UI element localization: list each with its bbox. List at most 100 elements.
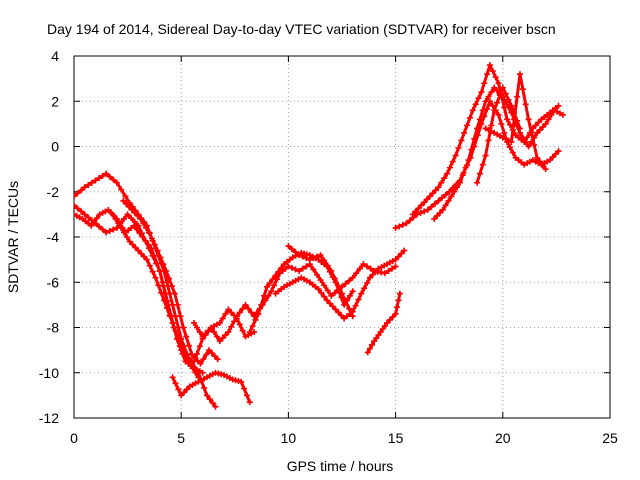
- data-point: [271, 282, 278, 289]
- series-arc-10: [272, 247, 408, 322]
- data-point: [369, 271, 376, 278]
- data-point: [246, 399, 253, 406]
- data-point: [285, 243, 292, 250]
- data-point: [439, 206, 446, 213]
- data-point: [435, 197, 442, 204]
- data-point: [225, 329, 232, 336]
- data-point: [472, 101, 479, 108]
- data-point: [205, 328, 212, 335]
- data-point: [113, 179, 120, 186]
- data-point: [484, 71, 491, 78]
- data-point: [546, 157, 553, 164]
- data-point: [313, 253, 320, 260]
- data-point: [358, 290, 365, 297]
- data-point: [166, 275, 173, 282]
- series-line: [274, 249, 406, 320]
- data-point: [183, 386, 190, 393]
- data-point: [429, 190, 436, 197]
- data-point: [431, 200, 438, 207]
- data-point: [361, 285, 368, 292]
- data-point: [379, 326, 386, 333]
- data-point: [461, 129, 468, 136]
- data-point: [482, 98, 489, 105]
- data-point: [241, 385, 248, 392]
- data-point: [141, 253, 148, 260]
- data-point: [474, 125, 481, 132]
- data-point: [434, 212, 441, 219]
- data-point: [157, 254, 164, 261]
- series-arc-9: [246, 249, 356, 336]
- series-group: [74, 62, 566, 410]
- data-point: [74, 193, 77, 200]
- series-arc-11: [285, 243, 356, 320]
- data-point: [455, 145, 462, 152]
- data-point: [449, 158, 456, 165]
- data-point: [88, 222, 95, 229]
- data-point: [536, 158, 543, 165]
- data-point: [349, 274, 356, 281]
- data-point: [323, 297, 330, 304]
- data-point: [106, 173, 113, 180]
- data-point: [421, 208, 428, 215]
- data-point: [169, 319, 176, 326]
- data-point: [360, 261, 367, 268]
- y-tick-label: -2: [47, 184, 60, 200]
- data-point: [349, 288, 356, 295]
- data-point: [366, 345, 373, 352]
- data-point: [163, 304, 170, 311]
- data-point: [495, 80, 502, 87]
- y-tick-label: 4: [51, 48, 59, 64]
- data-point: [138, 230, 145, 237]
- data-point: [183, 333, 190, 340]
- data-point: [318, 289, 325, 296]
- data-point: [292, 249, 299, 256]
- data-point: [328, 267, 335, 274]
- series-line: [111, 212, 200, 379]
- data-point: [193, 350, 200, 357]
- data-point: [549, 154, 556, 161]
- data-point: [445, 197, 452, 204]
- data-point: [465, 157, 472, 164]
- data-point: [228, 309, 235, 316]
- data-point: [177, 313, 184, 320]
- data-point: [438, 179, 445, 186]
- data-point: [138, 250, 145, 257]
- chart-title: Day 194 of 2014, Sidereal Day-to-day VTE…: [47, 21, 556, 37]
- data-point: [92, 177, 99, 184]
- data-point: [313, 271, 320, 278]
- data-point: [74, 211, 77, 218]
- data-point: [219, 335, 226, 342]
- data-point: [161, 297, 168, 304]
- data-point: [105, 206, 112, 213]
- data-point: [321, 257, 328, 264]
- data-point: [258, 301, 265, 308]
- data-point: [415, 205, 422, 212]
- data-point: [201, 384, 208, 391]
- series-arc-12: [364, 290, 403, 356]
- data-point: [321, 282, 328, 289]
- data-point: [131, 218, 138, 225]
- data-point: [231, 318, 238, 325]
- data-point: [310, 266, 317, 273]
- data-point: [216, 338, 223, 345]
- data-point: [367, 265, 374, 272]
- data-point: [381, 270, 388, 277]
- data-point: [346, 292, 353, 299]
- data-point: [242, 301, 249, 308]
- data-point: [134, 212, 141, 219]
- data-point: [403, 220, 410, 227]
- data-point: [446, 188, 453, 195]
- data-point: [494, 87, 501, 94]
- data-point: [186, 342, 193, 349]
- data-point: [261, 292, 268, 299]
- data-point: [275, 268, 282, 275]
- data-point: [266, 280, 273, 287]
- data-point: [335, 309, 342, 316]
- data-point: [346, 305, 353, 312]
- data-point: [491, 84, 498, 91]
- data-point: [209, 399, 216, 406]
- data-point: [155, 282, 162, 289]
- y-tick-label: 2: [51, 93, 59, 109]
- data-point: [466, 114, 473, 121]
